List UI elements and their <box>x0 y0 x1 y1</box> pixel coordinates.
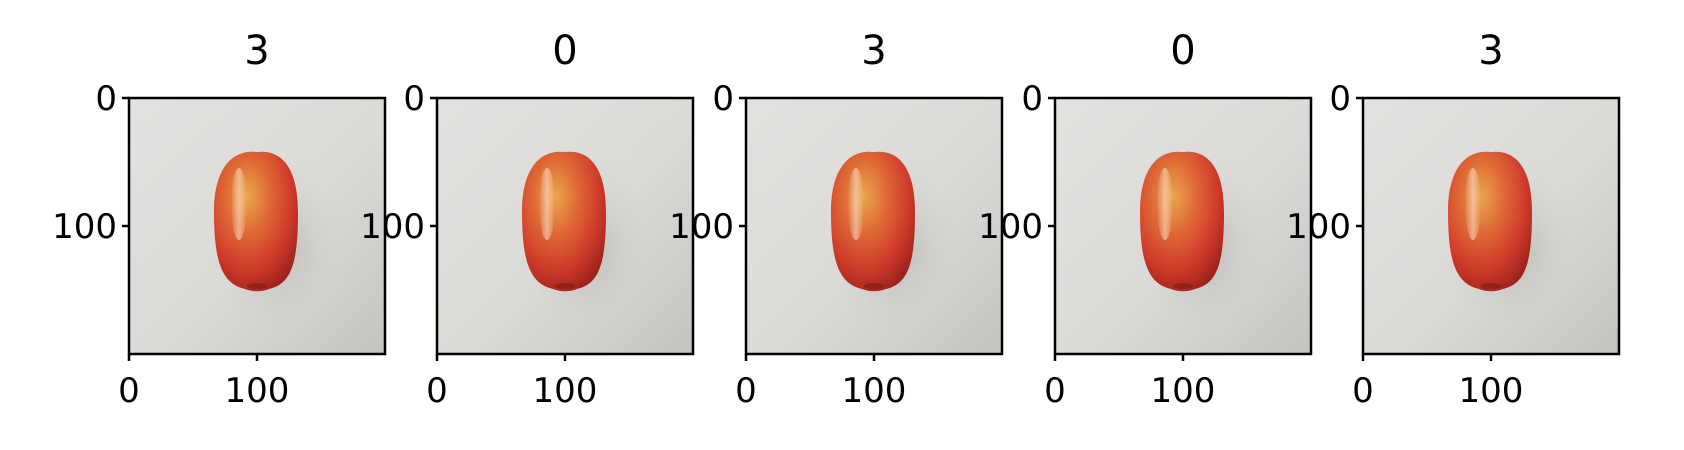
x-tick-label: 0 <box>1352 371 1374 411</box>
y-tick-label: 100 <box>52 207 117 247</box>
y-tick-label: 100 <box>669 207 734 247</box>
apple-photo <box>746 98 1002 354</box>
apple-photo <box>1055 98 1311 354</box>
panel-title: 0 <box>552 28 577 74</box>
panel-title: 3 <box>244 28 269 74</box>
x-tick-label: 0 <box>735 371 757 411</box>
image-panel: 0 0 100 0 100 <box>978 28 1313 411</box>
apple-photo <box>437 98 693 354</box>
panel-title: 3 <box>861 28 886 74</box>
y-tick-label: 0 <box>403 79 425 119</box>
image-panel: 3 0 100 0 100 <box>669 28 1004 411</box>
image-panel: 3 0 100 0 100 <box>52 28 387 411</box>
x-tick-label: 100 <box>225 371 290 411</box>
panel-title: 3 <box>1478 28 1503 74</box>
x-tick-label: 100 <box>1151 371 1216 411</box>
panel-title: 0 <box>1170 28 1195 74</box>
y-tick-label: 100 <box>978 207 1043 247</box>
x-tick-label: 0 <box>426 371 448 411</box>
y-tick-label: 0 <box>712 79 734 119</box>
image-panel: 3 0 100 0 100 <box>1286 28 1621 411</box>
x-tick-label: 100 <box>842 371 907 411</box>
y-tick-label: 100 <box>1286 207 1351 247</box>
y-tick-label: 100 <box>360 207 425 247</box>
apple-photo <box>1363 98 1619 354</box>
apple-photo <box>129 98 385 354</box>
x-tick-label: 100 <box>1459 371 1524 411</box>
x-tick-label: 100 <box>533 371 598 411</box>
y-tick-label: 0 <box>1021 79 1043 119</box>
y-tick-label: 0 <box>1329 79 1351 119</box>
image-panel: 0 0 100 0 100 <box>360 28 695 411</box>
x-tick-label: 0 <box>1044 371 1066 411</box>
y-tick-label: 0 <box>95 79 117 119</box>
x-tick-label: 0 <box>118 371 140 411</box>
